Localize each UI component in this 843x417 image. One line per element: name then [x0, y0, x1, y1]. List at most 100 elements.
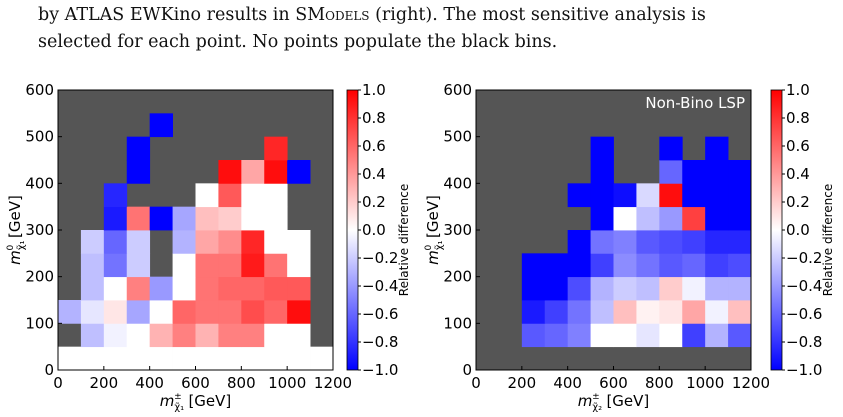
x-tick-label: 1200: [732, 374, 770, 392]
heatmap-bin: [103, 206, 128, 231]
y-tick-label: 0: [462, 361, 472, 379]
heatmap-bin: [172, 346, 196, 371]
heatmap-bin: [126, 253, 151, 278]
y-tick-label: 500: [25, 128, 54, 146]
heatmap-bin: [682, 253, 706, 278]
heatmap-bin: [264, 346, 288, 371]
heatmap-bin: [287, 346, 311, 371]
x-tick-label: 1000: [686, 374, 724, 392]
y-tick-label: 100: [25, 314, 54, 332]
heatmap-bin: [172, 300, 196, 324]
heatmap-bin: [195, 346, 219, 371]
colorbar-label: Relative difference: [397, 184, 411, 296]
y-tick-label: 600: [25, 81, 54, 99]
heatmap-bin: [287, 230, 311, 254]
heatmap-bin: [705, 300, 729, 324]
caption-line-1-suffix: (right). The most sensitive analysis is: [369, 5, 706, 25]
heatmap-bin: [705, 253, 729, 278]
colorbar-tick-label: 0.2: [362, 193, 386, 211]
heatmap-bin: [103, 253, 128, 278]
heatmap-bin: [544, 300, 569, 324]
colorbar: [770, 89, 783, 371]
heatmap-bin: [287, 160, 311, 184]
heatmap-bin: [58, 346, 82, 371]
heatmap-bin: [287, 323, 311, 348]
heatmap-bin: [682, 230, 706, 254]
heatmap-bin: [149, 276, 173, 301]
heatmap-bin: [310, 346, 334, 371]
heatmap-bin: [241, 323, 265, 348]
y-tick-label: 200: [25, 268, 54, 286]
heatmap-bin: [126, 323, 151, 348]
colorbar-tick-label: 0.8: [786, 109, 810, 127]
x-tick-label: 0: [471, 374, 481, 392]
heatmap-bin: [103, 346, 128, 371]
y-tick-label: 200: [443, 268, 472, 286]
heatmap-bin: [218, 206, 242, 231]
heatmap-bin: [613, 253, 637, 278]
heatmap-bin: [590, 253, 614, 278]
heatmap-bin: [241, 276, 265, 301]
heatmap-bin: [103, 183, 128, 208]
colorbar-tick-label: 1.0: [362, 81, 386, 99]
heatmap-bin: [567, 323, 591, 348]
x-tick-label: 200: [508, 374, 537, 392]
heatmap-bin: [728, 276, 752, 301]
heatmap-bin: [195, 300, 219, 324]
colorbar-label: Relative difference: [821, 184, 835, 296]
heatmap-bin: [682, 276, 706, 301]
heatmap-bin: [58, 300, 82, 324]
heatmap-bin: [149, 323, 173, 348]
heatmap-bin: [264, 183, 288, 208]
colorbar-tick-label: −0.6: [362, 305, 398, 323]
colorbar-tick-label: −0.2: [786, 249, 822, 267]
heatmap-bin: [172, 323, 196, 348]
heatmap-bin: [590, 160, 614, 184]
heatmap-bin: [241, 253, 265, 278]
heatmap-panel-left: 0 200 400 600 800 1000 1200 0 100 200 300 400 500 600…: [6, 81, 411, 413]
heatmap-bin: [218, 253, 242, 278]
heatmap-bin: [264, 323, 288, 348]
heatmap-bin: [195, 230, 219, 254]
heatmap-bin: [287, 276, 311, 301]
heatmap-bin: [80, 276, 105, 301]
heatmap-bin: [126, 230, 151, 254]
colorbar-tick-label: −0.4: [362, 277, 398, 295]
heatmap-bin: [659, 136, 683, 161]
y-tick-label: 0: [44, 361, 54, 379]
heatmap-bin: [218, 276, 242, 301]
x-tick-label: 0: [53, 374, 63, 392]
heatmap-bin: [264, 136, 288, 161]
heatmap-bin: [218, 230, 242, 254]
heatmap-bin: [705, 230, 729, 254]
colorbar: [346, 89, 359, 371]
heatmap-bin: [659, 183, 683, 208]
heatmap-bin: [241, 230, 265, 254]
heatmap-bin: [241, 183, 265, 208]
heatmap-bin: [264, 253, 288, 278]
heatmap-bin: [659, 160, 683, 184]
heatmap-bin: [241, 206, 265, 231]
heatmap-bin: [172, 230, 196, 254]
heatmap-bin: [195, 276, 219, 301]
heatmap-bin: [103, 276, 128, 301]
heatmap-bin: [103, 300, 128, 324]
colorbar-tick-label: 0.0: [786, 221, 810, 239]
colorbar-tick-label: −1.0: [362, 361, 398, 379]
heatmap-bin: [544, 276, 569, 301]
heatmap-bin: [728, 300, 752, 324]
heatmap-bin: [636, 253, 660, 278]
heatmap-bin: [264, 230, 288, 254]
heatmap-bin: [149, 113, 173, 138]
heatmap-bin: [218, 323, 242, 348]
colorbar-tick-label: 0.6: [362, 137, 386, 155]
heatmap-bin: [613, 230, 637, 254]
colorbar-tick-label: −0.8: [362, 333, 398, 351]
heatmap-bin: [264, 206, 288, 231]
y-axis-label: mχ̃₁0 [GeV]: [424, 195, 445, 265]
heatmap-bin: [590, 206, 614, 231]
x-tick-label: 400: [135, 374, 164, 392]
heatmap-bin: [728, 253, 752, 278]
heatmap-bin: [613, 276, 637, 301]
heatmap-bin: [728, 323, 752, 348]
